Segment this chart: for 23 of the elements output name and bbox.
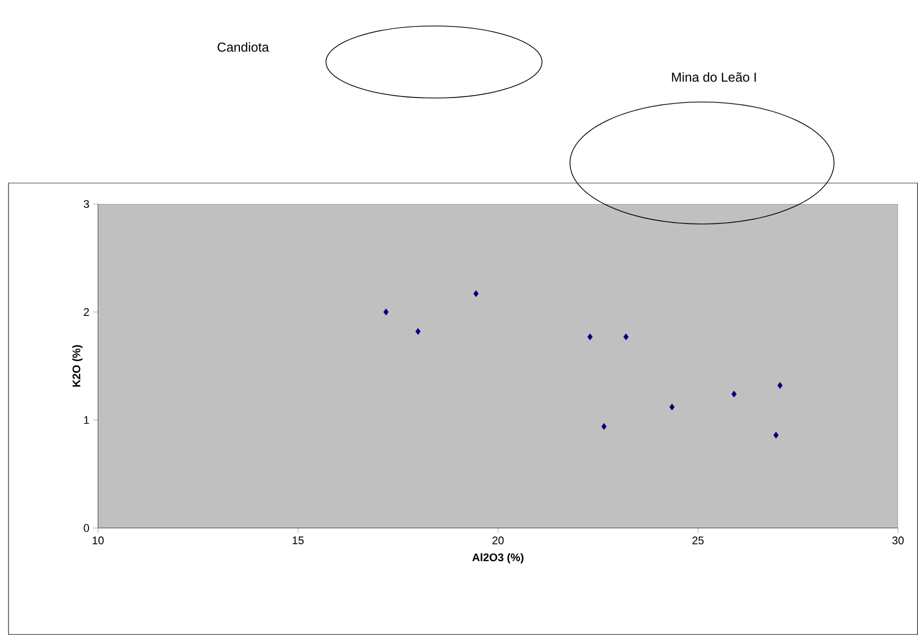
text: Candiota xyxy=(218,42,270,52)
point xyxy=(415,328,421,335)
y-axis-title: K2O (%) xyxy=(72,345,82,387)
y-tick-label: 3 xyxy=(84,200,89,208)
point xyxy=(383,308,389,316)
x-tick-label: 10 xyxy=(92,536,104,544)
y-tick-label: 0 xyxy=(84,524,90,532)
text: Mina do Leão I xyxy=(672,72,756,82)
point xyxy=(773,432,779,439)
x-tick-label: 15 xyxy=(292,536,304,544)
x-tick-label: 20 xyxy=(492,536,504,544)
x-axis-title: Al2O3 (%) xyxy=(472,553,524,564)
point xyxy=(601,423,607,430)
y-tick-label: 1 xyxy=(84,416,89,424)
x-tick-label: 25 xyxy=(692,536,704,544)
point xyxy=(623,333,629,340)
point xyxy=(777,382,783,389)
y-tick-label: 2 xyxy=(84,308,89,316)
x-tick-label: 30 xyxy=(892,536,904,544)
point xyxy=(587,333,593,340)
point xyxy=(731,390,737,398)
point xyxy=(473,290,479,298)
point xyxy=(669,404,675,410)
